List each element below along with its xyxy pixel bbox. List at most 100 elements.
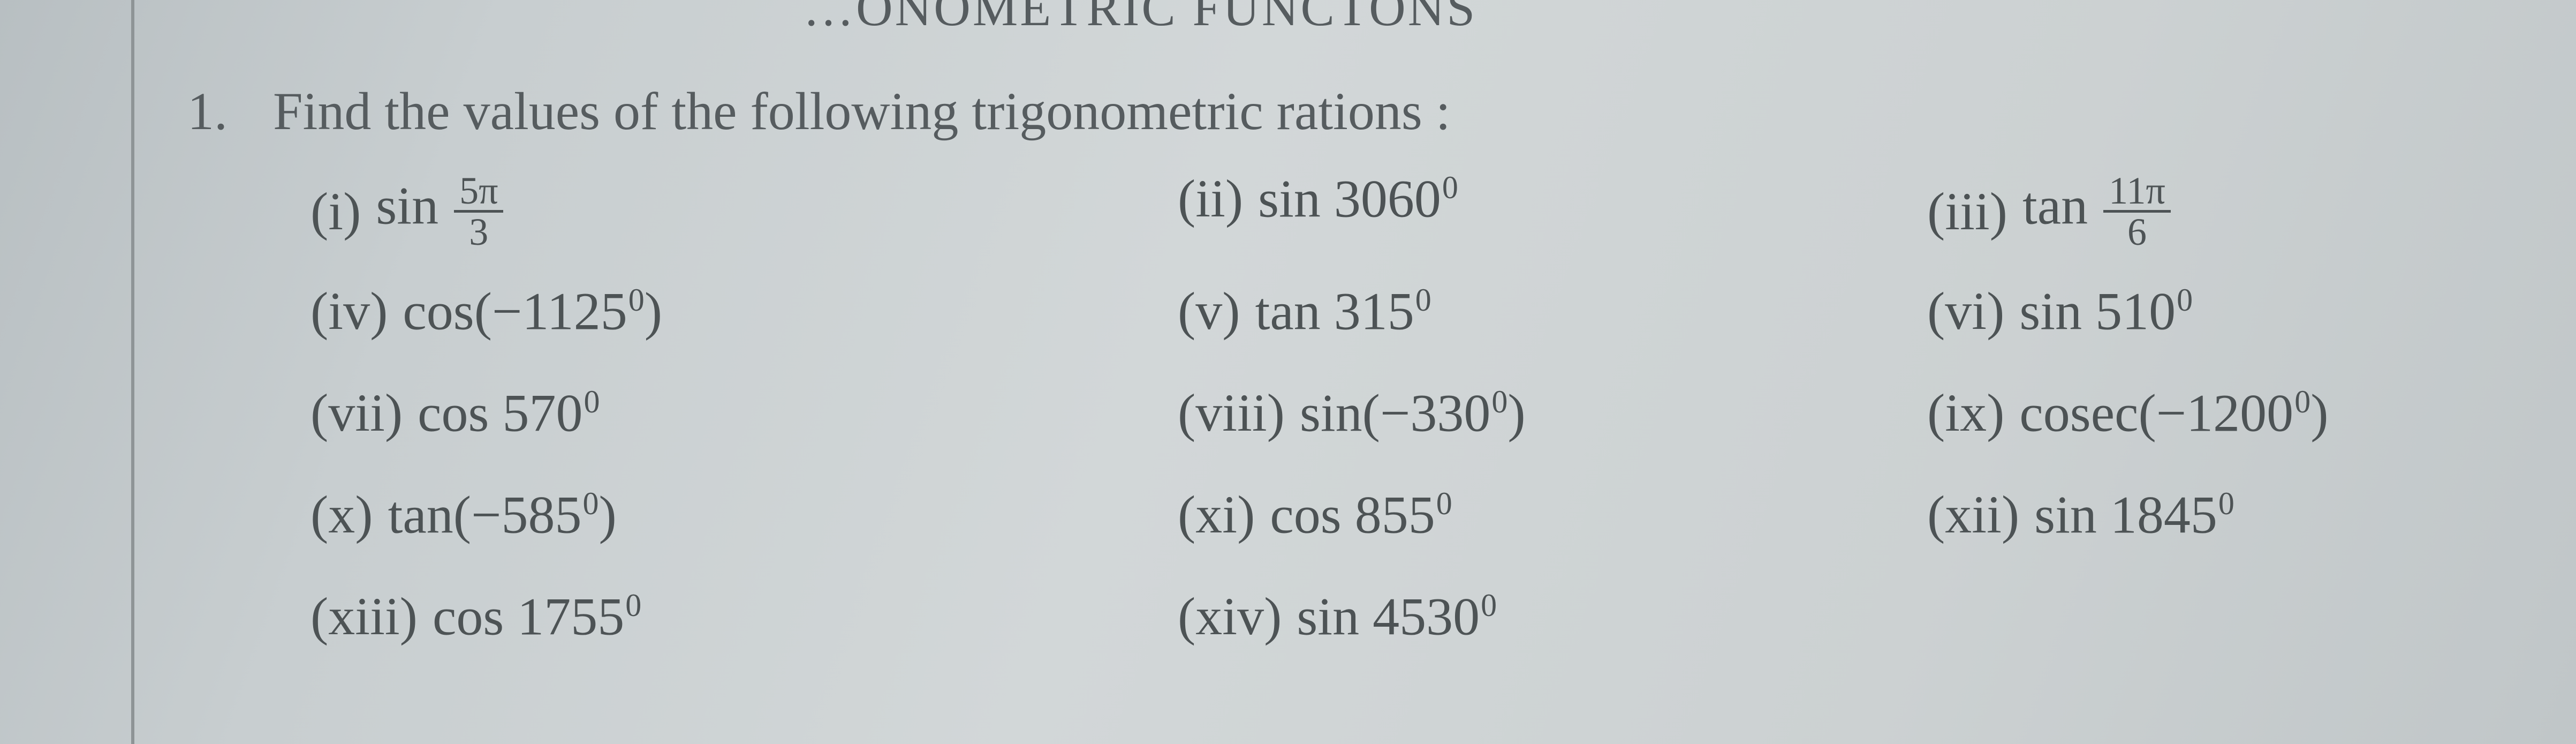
fraction: 11π6	[2103, 171, 2171, 251]
item-expression: tan 3150	[1255, 284, 1431, 338]
item-roman: (viii)	[1178, 386, 1285, 440]
func-name: tan	[388, 485, 453, 544]
item-roman: (xi)	[1178, 488, 1255, 542]
item-expression: tan 11π6	[2022, 171, 2173, 251]
close-paren: )	[1507, 383, 1525, 442]
item-expression: cosec(−12000)	[2019, 386, 2328, 440]
trig-item: (i) sin 5π3	[310, 171, 505, 251]
degree-symbol: 0	[1436, 486, 1452, 521]
angle-value: −330	[1380, 383, 1490, 442]
trig-item: (ii) sin 30600	[1178, 171, 1458, 226]
item-roman: (vi)	[1927, 284, 2004, 338]
item-expression: sin 5π3	[376, 171, 505, 251]
item-expression: tan(−5850)	[388, 487, 617, 542]
angle-value: −1200	[2156, 383, 2293, 442]
angle-value: 1755	[517, 587, 624, 646]
item-roman: (i)	[310, 185, 361, 238]
close-paren: )	[599, 485, 617, 544]
item-roman: (xiv)	[1178, 590, 1282, 643]
trig-item: (ix) cosec(−12000)	[1927, 386, 2329, 440]
open-paren: (	[2138, 383, 2156, 442]
angle-value: 1845	[2110, 485, 2217, 544]
item-roman: (xiii)	[310, 590, 418, 643]
fraction: 5π3	[454, 171, 503, 251]
item-expression: cos 17550	[433, 589, 641, 643]
func-name: cos	[418, 383, 489, 442]
item-roman: (iii)	[1927, 185, 2007, 238]
fraction-denominator: 6	[2122, 213, 2152, 251]
degree-symbol: 0	[2218, 486, 2234, 521]
func-name: sin	[376, 176, 452, 235]
trig-item: (vii) cos 5700	[310, 386, 600, 440]
degree-symbol: 0	[2177, 282, 2193, 318]
angle-value: 855	[1355, 485, 1435, 544]
trig-item: (xiii) cos 17550	[310, 589, 641, 643]
func-name: sin	[1297, 587, 1359, 646]
angle-value: 510	[2095, 281, 2176, 341]
item-expression: cos(−11250)	[403, 284, 662, 338]
left-margin-rule	[131, 0, 134, 744]
item-expression: sin 5100	[2019, 284, 2193, 338]
func-name: sin	[1300, 383, 1362, 442]
question-text: Find the values of the following trigono…	[273, 80, 1451, 142]
fraction-numerator: 5π	[454, 171, 503, 213]
item-roman: (v)	[1178, 284, 1240, 338]
trig-item: (xi) cos 8550	[1178, 487, 1452, 542]
degree-symbol: 0	[1442, 170, 1458, 205]
fraction-denominator: 3	[464, 213, 494, 251]
close-paren: )	[645, 281, 662, 341]
func-name: cos	[403, 281, 474, 341]
degree-symbol: 0	[1481, 588, 1497, 623]
angle-value: −585	[471, 485, 581, 544]
trig-item: (xiv) sin 45300	[1178, 589, 1497, 643]
trig-item: (viii) sin(−3300)	[1178, 386, 1526, 440]
item-roman: (iv)	[310, 284, 388, 338]
item-roman: (xii)	[1927, 488, 2019, 542]
item-expression: sin 30600	[1258, 171, 1458, 226]
angle-value: 4530	[1373, 587, 1480, 646]
degree-symbol: 0	[1491, 384, 1507, 419]
item-expression: sin 18450	[2034, 487, 2234, 542]
item-expression: cos 5700	[418, 386, 600, 440]
func-name: sin	[2019, 281, 2082, 341]
func-name: cos	[1270, 485, 1341, 544]
angle-value: 315	[1334, 281, 1414, 341]
items-grid: (i)sin 5π3(ii)sin 30600(iii)tan 11π6(iv)…	[310, 171, 2533, 744]
item-roman: (vii)	[310, 386, 403, 440]
trig-item: (v) tan 3150	[1178, 284, 1431, 338]
trig-item: (vi) sin 5100	[1927, 284, 2193, 338]
open-paren: (	[474, 281, 492, 341]
degree-symbol: 0	[628, 282, 645, 318]
func-name: tan	[2022, 176, 2101, 235]
degree-symbol: 0	[1415, 282, 1431, 318]
item-expression: sin(−3300)	[1300, 386, 1526, 440]
fraction-numerator: 11π	[2103, 171, 2171, 213]
item-expression: sin 45300	[1297, 589, 1497, 643]
trig-item: (xii) sin 18450	[1927, 487, 2234, 542]
trig-item: (iv) cos(−11250)	[310, 284, 662, 338]
angle-value: 3060	[1334, 169, 1441, 228]
item-expression: cos 8550	[1270, 487, 1452, 542]
func-name: cosec	[2019, 383, 2138, 442]
item-roman: (ii)	[1178, 172, 1243, 226]
func-name: tan	[1255, 281, 1321, 341]
angle-value: 570	[502, 383, 582, 442]
degree-symbol: 0	[583, 486, 599, 521]
question-number: 1.	[187, 80, 228, 142]
open-paren: (	[1362, 383, 1380, 442]
degree-symbol: 0	[625, 588, 641, 623]
item-roman: (ix)	[1927, 386, 2004, 440]
page-content: …ONOMETRIC FUNCTONS 1. Find the values o…	[150, 0, 2555, 744]
chapter-header-partial: …ONOMETRIC FUNCTONS	[803, 0, 1477, 37]
item-roman: (x)	[310, 488, 373, 542]
degree-symbol: 0	[2294, 384, 2310, 419]
close-paren: )	[2310, 383, 2328, 442]
func-name: cos	[433, 587, 504, 646]
degree-symbol: 0	[584, 384, 600, 419]
func-name: sin	[1258, 169, 1321, 228]
angle-value: −1125	[492, 281, 627, 341]
trig-item: (x) tan(−5850)	[310, 487, 617, 542]
trig-item: (iii) tan 11π6	[1927, 171, 2173, 251]
func-name: sin	[2034, 485, 2097, 544]
open-paren: (	[453, 485, 471, 544]
